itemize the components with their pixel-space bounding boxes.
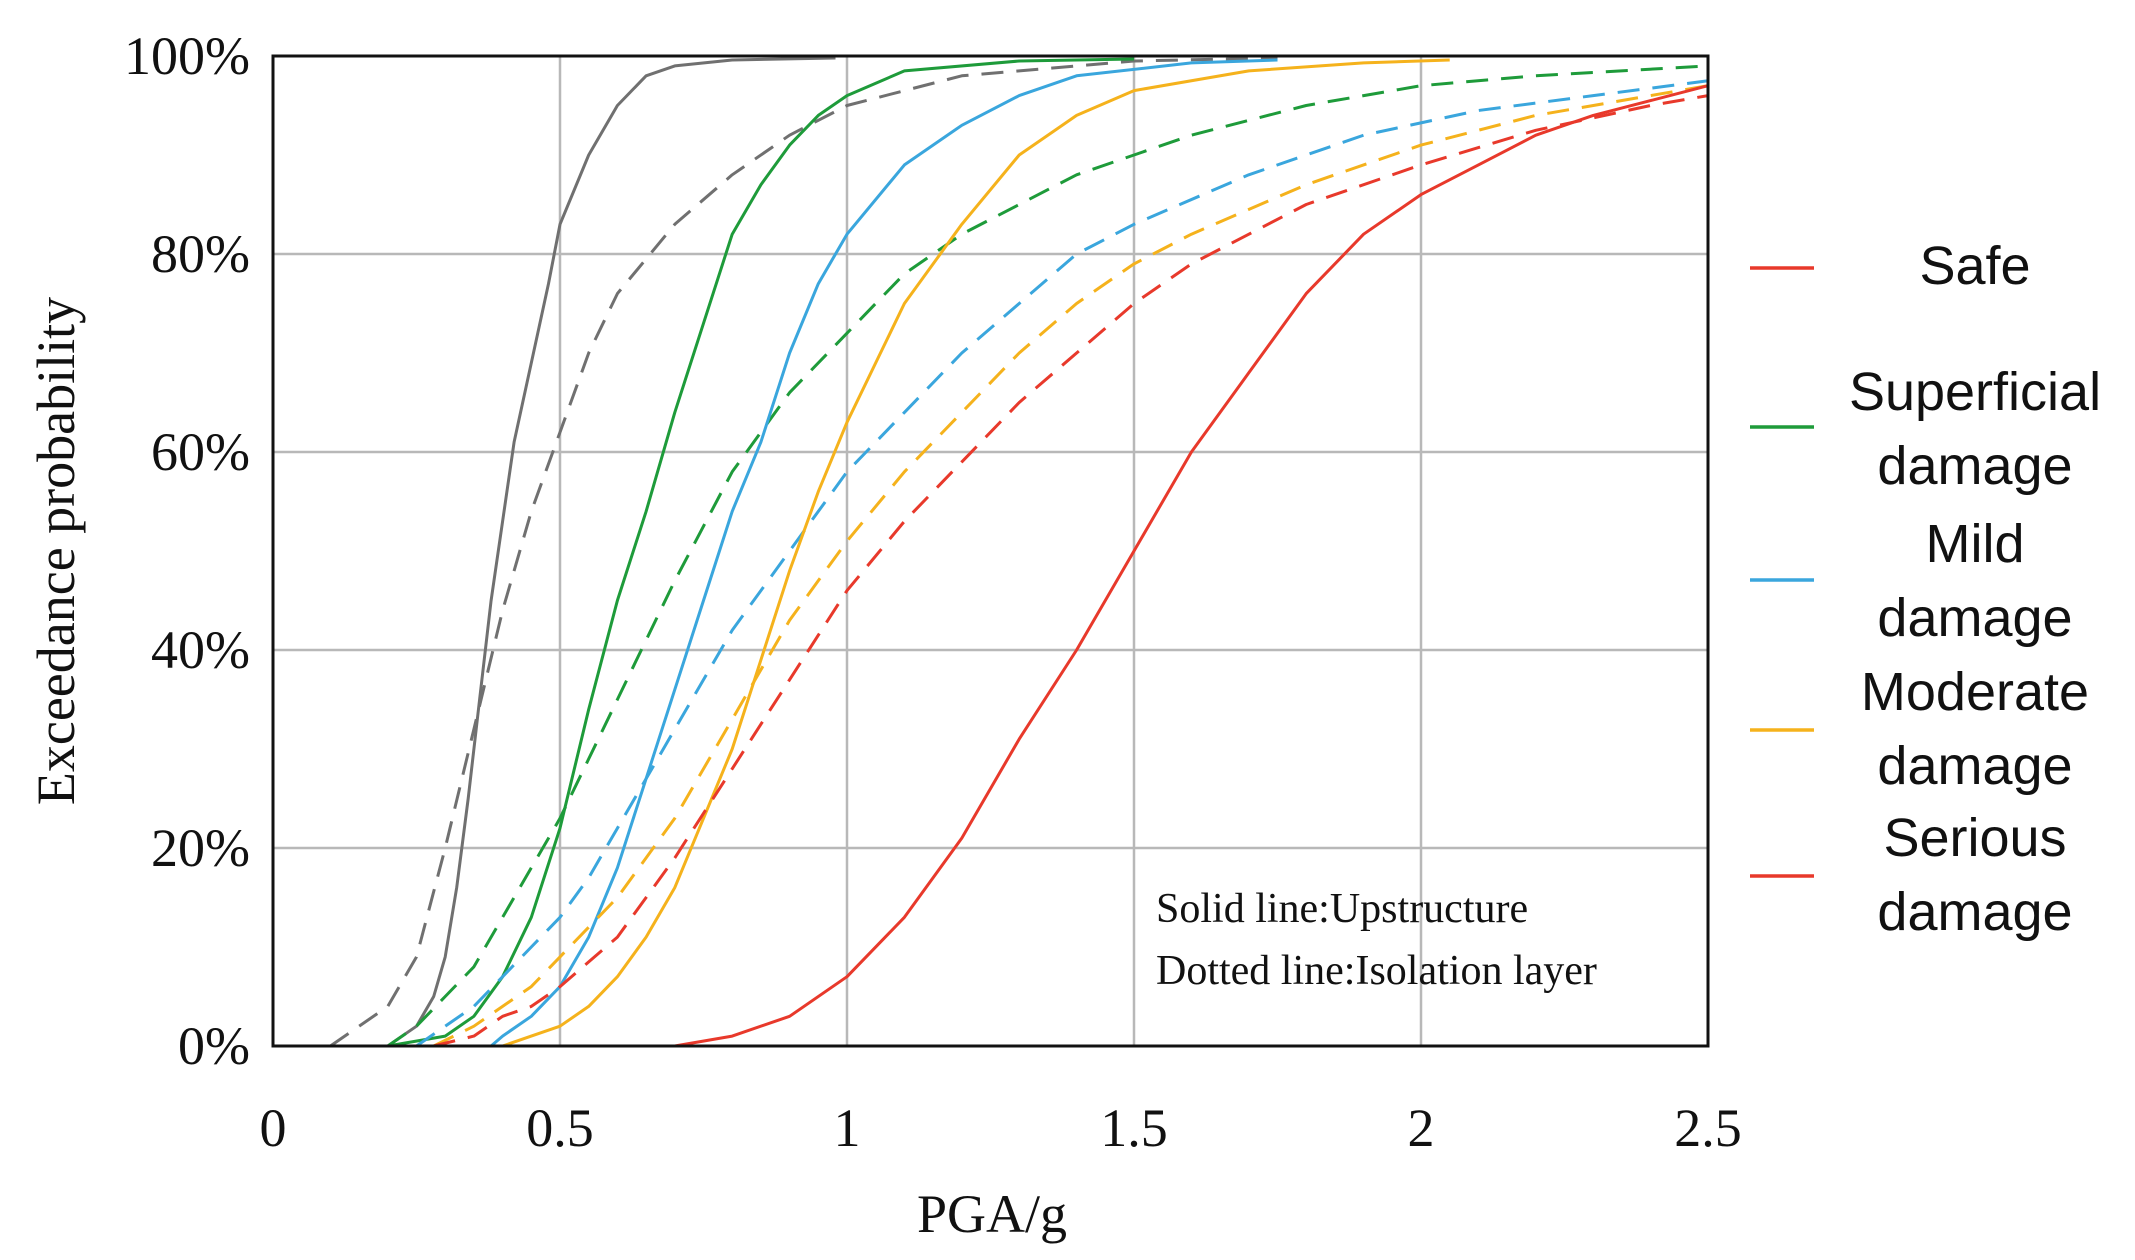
- x-tick-label: 0.5: [526, 1098, 594, 1158]
- y-tick-label: 100%: [124, 26, 250, 86]
- annotation-solid-line: Solid line:Upstructure: [1156, 886, 1528, 932]
- y-tick-label: 60%: [151, 422, 250, 482]
- series-line-4: [490, 58, 1278, 1048]
- y-tick-label: 40%: [151, 620, 250, 680]
- legend-label: damage: [1877, 882, 2072, 942]
- y-axis-label: Exceedance probability: [26, 297, 86, 805]
- series-line-3: [386, 64, 1709, 1048]
- series-line-7: [433, 84, 1709, 1048]
- legend: Safe Superficial damage Mild damage Moderate d…: [1750, 236, 2101, 942]
- legend-label: damage: [1877, 436, 2072, 496]
- x-tick-label: 2: [1408, 1098, 1435, 1158]
- legend-label: Mild: [1925, 514, 2024, 574]
- x-tick-label: 1: [834, 1098, 861, 1158]
- x-tick-label: 2.5: [1674, 1098, 1742, 1158]
- series-line-8: [674, 84, 1709, 1048]
- y-tick-label: 0%: [178, 1016, 250, 1076]
- legend-label: damage: [1877, 588, 2072, 648]
- y-tick-label: 20%: [151, 818, 250, 878]
- y-axis-ticks: 0% 20% 40% 60% 80% 100%: [124, 26, 250, 1076]
- series-line-6: [502, 58, 1450, 1048]
- legend-label: Safe: [1919, 236, 2030, 296]
- series-line-0: [386, 56, 836, 1048]
- series-line-2: [387, 57, 1135, 1048]
- series-line-1: [329, 56, 1278, 1048]
- legend-label: Superficial: [1849, 362, 2101, 422]
- curves: [329, 56, 1709, 1048]
- x-axis-label: PGA/g: [917, 1184, 1067, 1244]
- y-tick-label: 80%: [151, 224, 250, 284]
- legend-label: damage: [1877, 736, 2072, 796]
- legend-label: Serious: [1883, 808, 2066, 868]
- series-line-5: [415, 79, 1709, 1048]
- x-tick-label: 0: [260, 1098, 287, 1158]
- annotation-dotted-line: Dotted line:Isolation layer: [1156, 948, 1597, 994]
- x-axis-ticks: 0 0.5 1 1.5 2 2.5: [260, 1098, 1742, 1158]
- plot-frame: [271, 54, 1710, 1048]
- series-line-9: [433, 94, 1709, 1048]
- x-tick-label: 1.5: [1100, 1098, 1168, 1158]
- legend-label: Moderate: [1861, 662, 2089, 722]
